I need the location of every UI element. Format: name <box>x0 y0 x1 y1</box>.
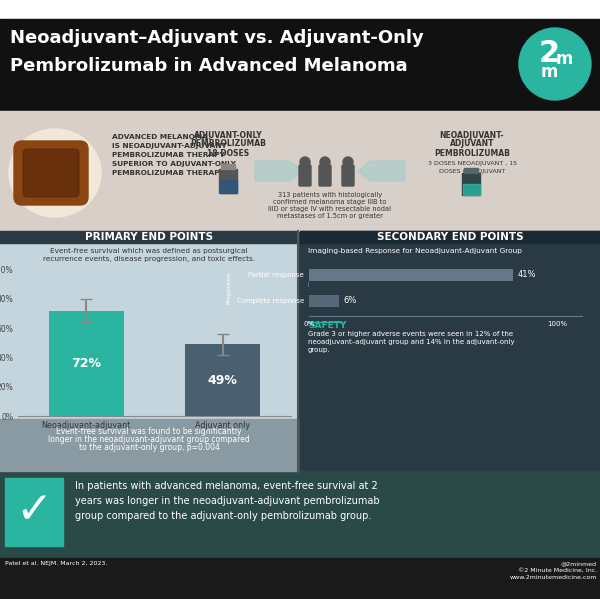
Y-axis label: Proportion: Proportion <box>226 271 232 304</box>
FancyBboxPatch shape <box>299 165 311 186</box>
Bar <box>220 180 237 193</box>
Bar <box>0 111 600 231</box>
Text: of the patients with neoadjuvant-: of the patients with neoadjuvant- <box>358 291 478 297</box>
Text: Neoadjuvant–Adjuvant vs. Adjuvant-Only: Neoadjuvant–Adjuvant vs. Adjuvant-Only <box>10 29 424 47</box>
Text: confirmed melanoma stage IIIB to: confirmed melanoma stage IIIB to <box>274 199 386 205</box>
Text: 6%: 6% <box>344 297 357 305</box>
Text: recurrence events, disease progression, and toxic effects.: recurrence events, disease progression, … <box>43 256 255 262</box>
Text: to the adjuvant-only group, p=0.004: to the adjuvant-only group, p=0.004 <box>79 443 220 452</box>
Circle shape <box>320 157 330 167</box>
Text: pathological response.: pathological response. <box>358 309 439 315</box>
Text: Pathological Response for Neoadjuvant-Adjuvant Group: Pathological Response for Neoadjuvant-Ad… <box>308 282 512 288</box>
Text: Pembrolizumab in Advanced Melanoma: Pembrolizumab in Advanced Melanoma <box>10 57 407 75</box>
Text: Event-free survival which was defined as postsurgical: Event-free survival which was defined as… <box>50 248 248 254</box>
FancyBboxPatch shape <box>14 141 88 205</box>
Bar <box>0 231 298 243</box>
Text: @2minmed: @2minmed <box>561 561 597 566</box>
Text: Patel et al. NEJM. March 2, 2023.: Patel et al. NEJM. March 2, 2023. <box>5 561 107 566</box>
Text: metastases of 1.5cm or greater: metastases of 1.5cm or greater <box>277 213 383 219</box>
FancyBboxPatch shape <box>23 149 79 197</box>
Text: ADVANCED MELANOMA:: ADVANCED MELANOMA: <box>112 134 211 140</box>
Text: IIID or stage IV with resectable nodal: IIID or stage IV with resectable nodal <box>269 206 392 212</box>
FancyBboxPatch shape <box>342 165 354 186</box>
Bar <box>49 311 124 416</box>
Bar <box>300 231 600 243</box>
Circle shape <box>300 157 310 167</box>
Text: m: m <box>541 63 557 81</box>
Bar <box>0 231 298 471</box>
Text: neoadjuvant–adjuvant group and 14% in the adjuvant-only: neoadjuvant–adjuvant group and 14% in th… <box>308 339 515 345</box>
Bar <box>219 169 237 193</box>
Text: 313 patients with histologically: 313 patients with histologically <box>278 192 382 198</box>
Text: PEMBROLIZUMAB: PEMBROLIZUMAB <box>190 140 266 149</box>
FancyArrow shape <box>358 161 405 181</box>
Bar <box>221 164 235 169</box>
FancyBboxPatch shape <box>319 165 331 186</box>
Text: m: m <box>556 50 572 68</box>
Text: Event-free survival was found to be significantly: Event-free survival was found to be sign… <box>56 427 242 436</box>
Text: SUPERIOR TO ADJUVANT-ONLY: SUPERIOR TO ADJUVANT-ONLY <box>112 161 236 167</box>
Text: ©2 Minute Medicine, Inc.: ©2 Minute Medicine, Inc. <box>518 568 597 573</box>
Bar <box>0 19 600 111</box>
FancyArrow shape <box>255 161 302 181</box>
Bar <box>463 184 480 195</box>
Bar <box>300 231 600 471</box>
Text: NEOADJUVANT-: NEOADJUVANT- <box>440 131 504 140</box>
Bar <box>5 478 63 546</box>
Text: Grade 3 or higher adverse events were seen in 12% of the: Grade 3 or higher adverse events were se… <box>308 331 513 337</box>
Text: 2: 2 <box>538 40 560 68</box>
Text: 21%: 21% <box>316 291 382 319</box>
Circle shape <box>343 157 353 167</box>
Text: 18 DOSES: 18 DOSES <box>207 149 249 158</box>
Text: In patients with advanced melanoma, event-free survival at 2
years was longer in: In patients with advanced melanoma, even… <box>75 481 380 521</box>
Text: www.2minutemedicine.com: www.2minutemedicine.com <box>509 575 597 580</box>
Text: group.: group. <box>308 347 331 353</box>
Text: 3 DOSES NEOADJUVANT , 15: 3 DOSES NEOADJUVANT , 15 <box>427 162 517 167</box>
Bar <box>464 168 478 173</box>
Text: 72%: 72% <box>71 357 101 370</box>
Bar <box>462 173 480 195</box>
Bar <box>185 344 260 416</box>
Text: ✓: ✓ <box>16 489 53 533</box>
Text: ADJUVANT: ADJUVANT <box>450 140 494 149</box>
Ellipse shape <box>9 129 101 217</box>
Text: IS NEOADJUVANT-ADJUVANT: IS NEOADJUVANT-ADJUVANT <box>112 143 227 149</box>
Text: PEMBROLIZUMAB: PEMBROLIZUMAB <box>434 149 510 158</box>
Text: PRIMARY END POINTS: PRIMARY END POINTS <box>85 232 213 242</box>
Text: PEMBROLIZUMAB THERAPY?: PEMBROLIZUMAB THERAPY? <box>112 170 229 176</box>
Ellipse shape <box>519 28 591 100</box>
Text: SAFETY: SAFETY <box>308 321 346 330</box>
Text: 41%: 41% <box>517 270 536 279</box>
Bar <box>309 269 512 281</box>
Bar <box>0 419 298 471</box>
Text: 49%: 49% <box>208 374 238 387</box>
Bar <box>309 295 339 307</box>
Text: ADJUVANT-ONLY: ADJUVANT-ONLY <box>194 131 262 140</box>
Bar <box>0 471 600 556</box>
Text: SECONDARY END POINTS: SECONDARY END POINTS <box>377 232 523 242</box>
Text: longer in the neoadjuvant-adjuvant group compared: longer in the neoadjuvant-adjuvant group… <box>48 435 250 444</box>
Text: Imaging-based Response for Neoadjuvant-Adjuvant Group: Imaging-based Response for Neoadjuvant-A… <box>308 248 522 254</box>
Text: adjuvant therapy had complete: adjuvant therapy had complete <box>358 300 472 306</box>
Text: DOSES OF ADJUVANT: DOSES OF ADJUVANT <box>439 170 505 174</box>
Text: PEMBROLIZUMAB THERAPY: PEMBROLIZUMAB THERAPY <box>112 152 225 158</box>
Bar <box>0 0 600 19</box>
